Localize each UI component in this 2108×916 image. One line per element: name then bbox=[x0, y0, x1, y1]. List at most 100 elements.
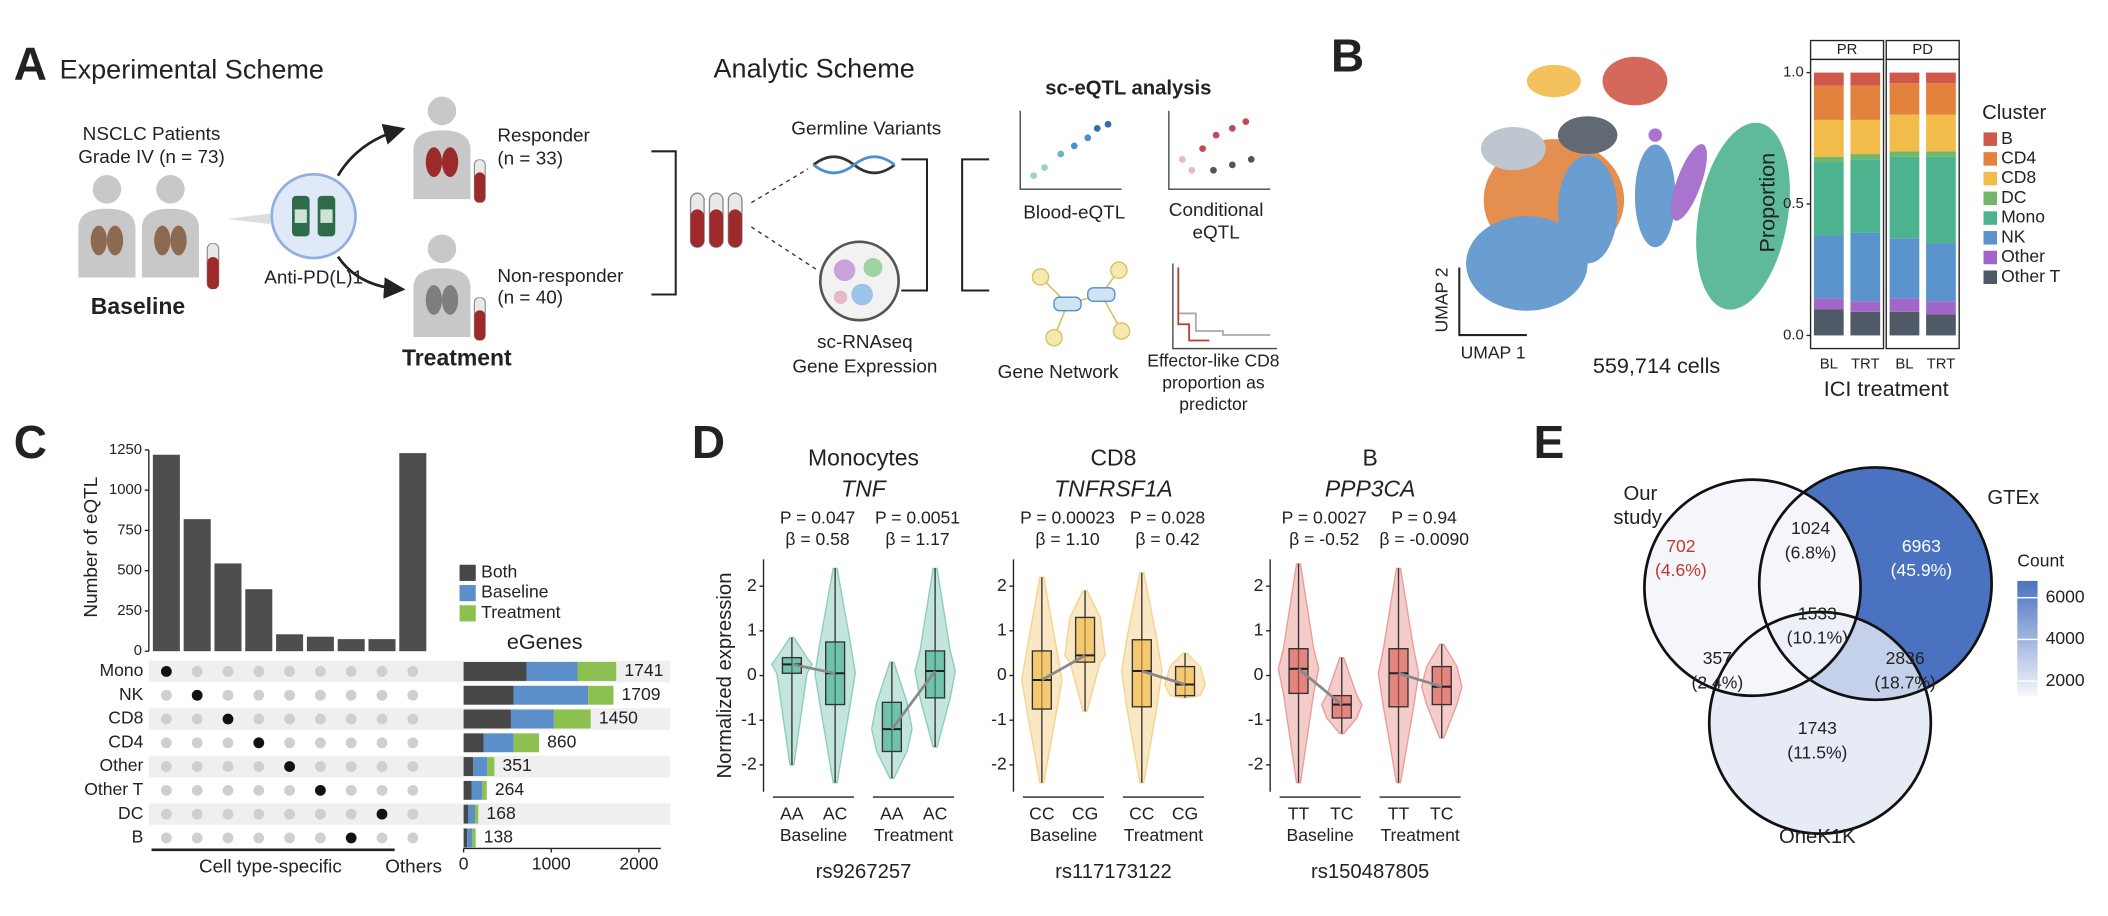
stat-label: P = 0.047 bbox=[780, 507, 855, 527]
bar-segment bbox=[1850, 154, 1881, 160]
empty-dot bbox=[222, 761, 234, 772]
bar-segment bbox=[1889, 114, 1920, 152]
y-tick-label: 0 bbox=[997, 664, 1007, 684]
legend-label: B bbox=[2001, 128, 2013, 148]
empty-dot bbox=[191, 666, 203, 677]
membership-dot bbox=[284, 761, 295, 772]
empty-dot bbox=[191, 761, 203, 772]
legend-swatch bbox=[1983, 211, 1998, 225]
row-label: CD8 bbox=[108, 708, 143, 728]
row-label: Other T bbox=[84, 779, 143, 799]
box bbox=[1388, 648, 1409, 708]
empty-dot bbox=[284, 689, 295, 701]
empty-dot bbox=[345, 737, 357, 749]
text: Others bbox=[385, 856, 442, 877]
panel-label: D bbox=[692, 416, 725, 468]
bar-segment bbox=[463, 780, 472, 800]
panel-label: E bbox=[1534, 416, 1565, 468]
y-tick-label: -2 bbox=[741, 754, 757, 774]
empty-dot bbox=[376, 666, 388, 677]
empty-dot bbox=[191, 808, 203, 820]
bar-total: 1450 bbox=[599, 708, 638, 728]
y-tick-label: 1 bbox=[997, 619, 1007, 639]
y-tick-label: -1 bbox=[741, 709, 757, 729]
gene-name: PPP3CA bbox=[1325, 475, 1416, 501]
bar-segment bbox=[1813, 309, 1844, 336]
x-tick-label: TT bbox=[1388, 803, 1410, 823]
box bbox=[924, 650, 946, 699]
bar-segment bbox=[463, 757, 474, 777]
text: sc-eQTL analysis bbox=[1045, 78, 1211, 100]
bar-segment bbox=[1926, 156, 1956, 244]
legend-label: Other T bbox=[2001, 266, 2060, 286]
colorbar bbox=[2017, 580, 2038, 696]
empty-dot bbox=[160, 784, 172, 796]
panel-a: A Experimental Scheme NSCLC Patients Gra… bbox=[14, 38, 1280, 414]
blood-tube bbox=[473, 297, 486, 341]
empty-dot bbox=[407, 666, 419, 677]
region-count: 702 bbox=[1666, 536, 1695, 556]
empty-dot bbox=[376, 761, 388, 772]
empty-dot bbox=[284, 713, 295, 725]
text: Blood-eQTL bbox=[1023, 202, 1125, 223]
snp-label: rs150487805 bbox=[1311, 861, 1429, 883]
text: Gene Expression bbox=[792, 356, 937, 377]
empty-dot bbox=[191, 832, 203, 844]
empty-dot bbox=[160, 761, 172, 772]
empty-dot bbox=[253, 808, 265, 820]
legend-label: Both bbox=[481, 561, 517, 581]
venn-outline bbox=[1757, 466, 1993, 702]
empty-dot bbox=[407, 761, 419, 772]
blood-tube bbox=[473, 159, 486, 203]
bar-segment bbox=[1813, 161, 1844, 236]
heading: Analytic Scheme bbox=[714, 53, 915, 83]
bar bbox=[214, 563, 242, 652]
region-count: 1024 bbox=[1791, 518, 1830, 538]
drug-icon bbox=[270, 172, 357, 260]
bar-segment bbox=[1813, 156, 1844, 162]
bar-segment bbox=[1813, 72, 1844, 86]
empty-dot bbox=[407, 784, 419, 796]
bar bbox=[276, 634, 304, 652]
x-tick-label: CC bbox=[1029, 803, 1054, 823]
patient-icon bbox=[413, 234, 471, 337]
region-percent: (45.9%) bbox=[1891, 560, 1952, 580]
legend-label: Other bbox=[2001, 246, 2045, 266]
bar-segment bbox=[471, 780, 483, 800]
set-label: OneK1K bbox=[1779, 826, 1856, 848]
y-tick-label: 0.5 bbox=[1783, 196, 1804, 212]
condition-label: Baseline bbox=[1286, 825, 1353, 845]
subplot-title: Monocytes bbox=[808, 444, 919, 470]
bar-segment bbox=[577, 662, 617, 681]
bar-segment bbox=[472, 828, 476, 848]
bar-segment bbox=[1850, 159, 1881, 233]
stat-label: β = 1.17 bbox=[885, 529, 949, 549]
empty-dot bbox=[284, 784, 295, 796]
text: NSCLC Patients bbox=[83, 124, 221, 145]
row-label: CD4 bbox=[108, 731, 143, 751]
stat-label: P = 0.028 bbox=[1130, 507, 1205, 527]
bar-segment bbox=[482, 780, 487, 800]
text: Germline Variants bbox=[791, 119, 941, 140]
subplot-title: CD8 bbox=[1090, 444, 1136, 470]
region-percent: (2.4%) bbox=[1692, 672, 1744, 692]
empty-dot bbox=[160, 689, 172, 701]
x-tick-label: TC bbox=[1330, 803, 1353, 823]
median-link bbox=[1398, 671, 1443, 688]
y-tick-label: -1 bbox=[991, 709, 1007, 729]
x-tick-label: BL bbox=[1820, 357, 1838, 373]
membership-dot bbox=[222, 713, 234, 725]
membership-dot bbox=[160, 666, 172, 677]
bar bbox=[152, 454, 180, 652]
bar-segment bbox=[463, 733, 484, 753]
blood-tube bbox=[727, 192, 743, 249]
y-tick-label: 1 bbox=[747, 619, 757, 639]
bar-segment bbox=[463, 709, 511, 729]
bar-segment bbox=[1926, 114, 1956, 152]
y-tick-label: 0 bbox=[1254, 664, 1264, 684]
legend-title: Count bbox=[2017, 551, 2064, 571]
axis-label: Normalized expression bbox=[714, 573, 736, 779]
bar-segment bbox=[463, 804, 468, 824]
y-tick-label: 250 bbox=[117, 603, 142, 619]
set-label: study bbox=[1613, 507, 1662, 529]
